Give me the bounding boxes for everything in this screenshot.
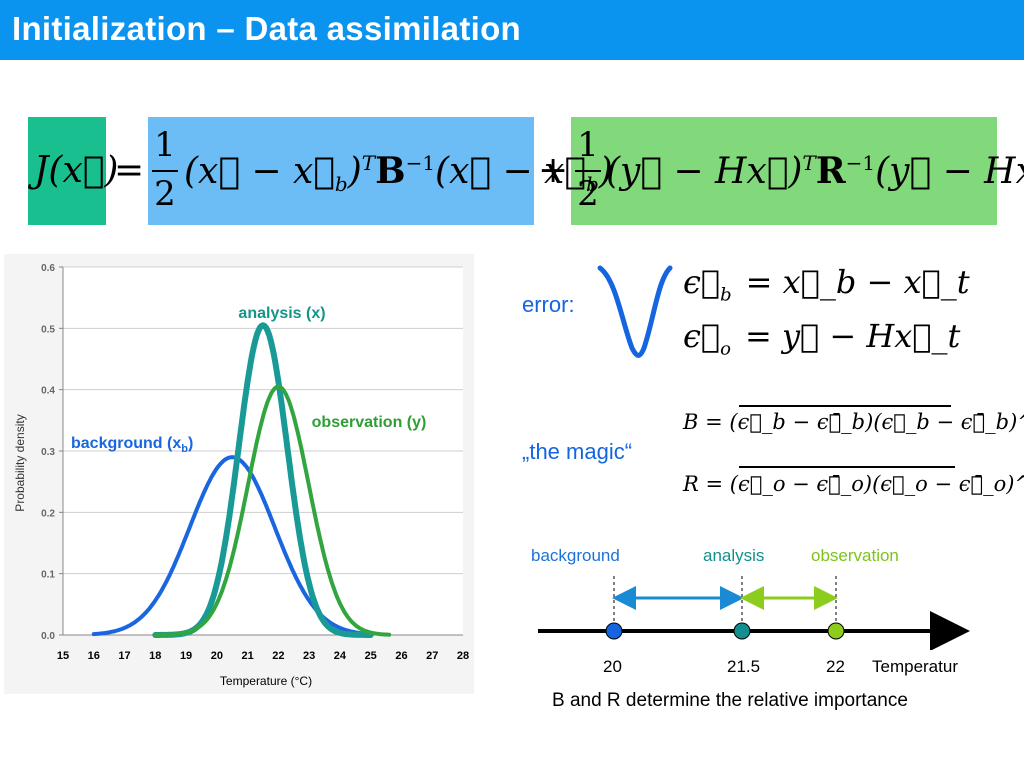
observation-point [827,622,845,640]
title-bar: Initialization – Data assimilation [0,0,1024,60]
eq-frac1-num: 1 [154,125,176,165]
background-point [605,622,623,640]
series-label-observation: observation (y) [312,414,427,431]
error-observation-equation: ϵ⃗o = y⃗ − Hx⃗_t [683,317,961,360]
eq-frac2-num: 1 [577,125,599,165]
eq-frac2-line [575,170,601,172]
eq-plus: + [538,150,569,191]
chart-y-tick-label: 0.1 [41,570,55,581]
eq-equals: = [114,150,145,191]
numberline-axis-label: Temperatur [872,657,958,676]
chart-x-tick-label: 15 [57,650,69,662]
eq-frac2-den: 2 [577,174,599,214]
background-term-box [148,117,534,225]
chart-x-tick-label: 19 [180,650,192,662]
chart-y-tick-label: 0.2 [41,508,55,519]
eq-bg-part1: (x⃗ − x⃗b)TB−1(x⃗ − x⃗b) [184,150,613,197]
error-background-equation: ϵ⃗b = x⃗_b − x⃗_t [683,263,970,306]
chart-x-tick-label: 17 [118,650,130,662]
B-covariance-overline [739,405,951,407]
numberline-label-analysis: analysis [703,546,765,565]
numberline-tick-20: 20 [603,657,622,676]
eq-frac1-line [152,170,178,172]
chart-x-tick-label: 16 [88,650,100,662]
eq-obs-part: (y⃗ − Hx⃗)TR−1(y⃗ − Hx⃗) [606,150,1024,192]
numberline-label-observation: observation [811,546,899,565]
error-brace-icon [597,265,673,358]
chart-x-tick-label: 27 [426,650,438,662]
R-covariance-overline [739,466,955,468]
temperature-number-line [538,576,970,650]
chart-x-tick-label: 25 [365,650,377,662]
numberline-caption: B and R determine the relative importanc… [552,690,908,711]
chart-y-tick-label: 0.5 [41,324,55,335]
probability-density-chart: 0.0 0.1 0.2 0.3 0.4 0.5 0.6 15 16 17 18 19 20 21 22 23… [4,254,474,694]
R-covariance-equation: R = (ϵ⃗_o − ϵ⃗̄_o)(ϵ⃗_o − ϵ⃗̄_o)^T [683,472,1024,496]
eq-frac1-den: 2 [154,174,176,214]
observation-curve [153,384,392,637]
chart-y-tick-label: 0.3 [41,447,55,458]
chart-y-tick-label: 0.4 [41,386,55,397]
chart-y-tick-label: 0.0 [41,631,55,642]
observation-term-box [571,117,997,225]
cost-function-lhs-box [28,117,106,225]
magic-label: „the magic“ [522,439,633,464]
series-label-analysis: analysis (x) [238,305,325,322]
eq-lhs: J(x⃗) [34,150,119,191]
series-label-background: background (xb) [71,435,193,455]
chart-x-tick-label: 28 [457,650,469,662]
chart-x-axis-label: Temperature (°C) [220,674,312,688]
chart-x-tick-label: 18 [149,650,161,662]
numberline-tick-21-5: 21.5 [727,657,761,676]
chart-x-tick-label: 22 [272,650,284,662]
chart-y-tick-label: 0.6 [41,263,55,274]
B-covariance-equation: B = (ϵ⃗_b − ϵ⃗̄_b)(ϵ⃗_b − ϵ⃗̄_b)^T [683,410,1024,434]
chart-x-tick-label: 23 [303,650,315,662]
chart-x-tick-label: 20 [211,650,223,662]
numberline-label-background: background [531,546,620,565]
chart-x-tick-label: 26 [395,650,407,662]
error-label: error: [522,292,575,317]
slide-title: Initialization – Data assimilation [12,10,521,47]
chart-x-tick-label: 21 [241,650,253,662]
chart-x-tick-label: 24 [334,650,347,662]
chart-y-axis-label: Probability density [13,414,27,511]
numberline-tick-22: 22 [826,657,845,676]
analysis-point [733,622,751,640]
